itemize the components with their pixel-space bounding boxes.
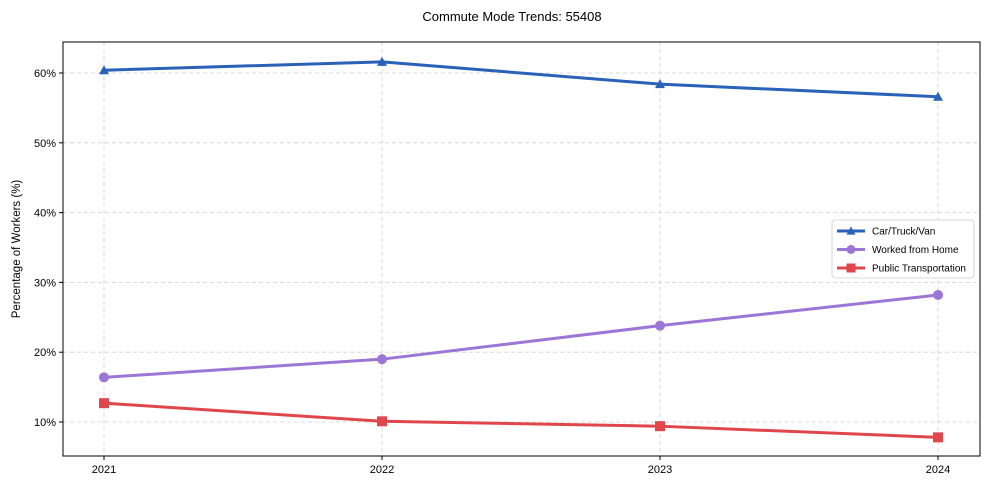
legend-item: Public Transportation xyxy=(837,263,966,275)
triangle-marker xyxy=(377,56,387,66)
y-tick-label: 60% xyxy=(34,68,56,80)
x-tick-label: 2024 xyxy=(926,464,950,476)
legend-item: Worked from Home xyxy=(837,245,959,256)
circle-marker xyxy=(846,245,856,254)
y-tick-label: 20% xyxy=(34,347,56,359)
y-axis-label: Percentage of Workers (%) xyxy=(11,180,23,319)
legend-label: Worked from Home xyxy=(872,245,959,256)
square-marker xyxy=(655,421,665,432)
legend-label: Car/Truck/Van xyxy=(872,227,935,238)
series-public-transportation xyxy=(99,398,943,443)
circle-marker xyxy=(99,372,109,383)
x-tick-label: 2023 xyxy=(648,464,672,476)
legend: Car/Truck/Van Worked from Home Public Tran… xyxy=(831,219,975,279)
y-tick-label: 50% xyxy=(34,138,56,150)
series-line xyxy=(103,401,939,439)
circle-marker xyxy=(655,320,665,331)
legend-label: Public Transportation xyxy=(872,264,966,275)
series-layer xyxy=(99,56,943,443)
series-worked-from-home xyxy=(99,289,943,383)
series-car-truck-van xyxy=(99,56,943,101)
square-marker xyxy=(846,263,856,273)
circle-marker xyxy=(377,354,387,365)
square-marker xyxy=(377,416,387,427)
x-tick-label: 2021 xyxy=(92,464,116,476)
series-line xyxy=(103,293,939,379)
x-tick-label: 2022 xyxy=(370,464,394,476)
triangle-marker xyxy=(655,79,665,89)
legend-item: Car/Truck/Van xyxy=(837,226,935,238)
y-tick-label: 30% xyxy=(34,277,56,289)
y-tick-label: 40% xyxy=(34,208,56,220)
square-marker xyxy=(99,398,109,409)
chart-title: Commute Mode Trends: 55408 xyxy=(422,9,601,24)
y-axis: 10% 20% 30% 40% 50% 60% xyxy=(34,68,63,429)
y-tick-label: 10% xyxy=(34,417,56,429)
triangle-marker xyxy=(99,65,109,75)
triangle-marker xyxy=(846,226,856,235)
square-marker xyxy=(933,432,943,443)
triangle-marker xyxy=(933,91,943,101)
x-axis: 2021 2022 2023 2024 xyxy=(92,456,950,476)
series-line xyxy=(103,60,939,99)
circle-marker xyxy=(933,289,943,300)
legend-box xyxy=(831,219,975,279)
plot-frame xyxy=(62,41,981,457)
